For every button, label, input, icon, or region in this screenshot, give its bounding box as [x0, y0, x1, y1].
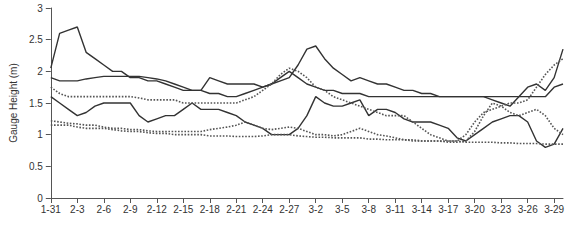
svg-text:2-9: 2-9 [123, 204, 138, 215]
svg-text:3-8: 3-8 [361, 204, 376, 215]
svg-text:3-23: 3-23 [491, 204, 511, 215]
svg-text:1.5: 1.5 [29, 98, 43, 109]
svg-text:Gauge Height (m): Gauge Height (m) [8, 63, 19, 142]
svg-text:3-14: 3-14 [412, 204, 432, 215]
svg-text:3: 3 [37, 3, 43, 14]
svg-text:2-3: 2-3 [70, 204, 85, 215]
svg-text:3-11: 3-11 [386, 204, 406, 215]
svg-text:2-24: 2-24 [253, 204, 273, 215]
svg-text:3-29: 3-29 [544, 204, 564, 215]
svg-text:2.5: 2.5 [29, 34, 43, 45]
svg-text:2-6: 2-6 [97, 204, 112, 215]
svg-text:3-20: 3-20 [465, 204, 485, 215]
svg-text:2: 2 [37, 66, 43, 77]
svg-text:2-27: 2-27 [279, 204, 299, 215]
svg-text:2-21: 2-21 [226, 204, 246, 215]
svg-text:2-12: 2-12 [147, 204, 167, 215]
svg-text:2-18: 2-18 [200, 204, 220, 215]
svg-text:3-26: 3-26 [518, 204, 538, 215]
svg-text:3-5: 3-5 [335, 204, 350, 215]
svg-text:1: 1 [37, 129, 43, 140]
svg-text:0: 0 [37, 193, 43, 204]
svg-text:2-15: 2-15 [173, 204, 193, 215]
svg-text:0.5: 0.5 [29, 161, 43, 172]
svg-text:1-31: 1-31 [41, 204, 61, 215]
svg-text:3-2: 3-2 [309, 204, 324, 215]
svg-text:3-17: 3-17 [438, 204, 458, 215]
